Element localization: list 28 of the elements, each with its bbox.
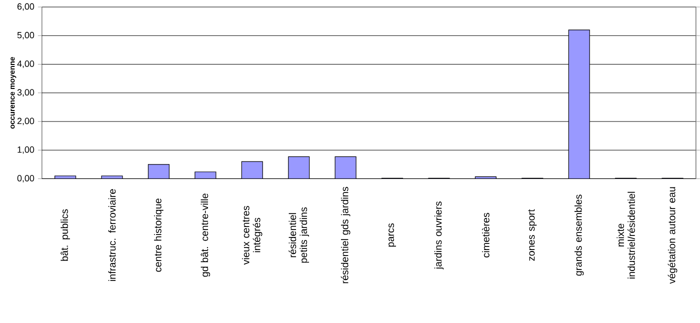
bar — [101, 176, 123, 179]
x-tick-label: vieux centres intégrés — [242, 206, 262, 265]
y-tick-label: 5,00 — [17, 32, 34, 40]
x-tick-label: parcs — [388, 224, 396, 247]
y-tick-label: 3,00 — [17, 89, 34, 97]
bar — [288, 156, 310, 179]
x-tick-label: mixte industriel/résidentiel — [616, 192, 635, 279]
x-tick-label: résidentiel petits jardins — [288, 208, 310, 263]
x-tick-label: centre historique — [154, 198, 164, 272]
x-tick-label: végétation autour eau — [668, 187, 678, 284]
x-tick-label: zones sport — [528, 210, 537, 261]
x-tick-label: gd bât. centre-ville — [200, 194, 210, 278]
x-tick-label: résidentiel gds jardins — [340, 187, 350, 284]
bar — [194, 172, 216, 179]
x-tick-label: infrastruc. ferroviaire — [108, 189, 116, 282]
bar — [334, 156, 356, 179]
x-tick-label: bât. publics — [60, 210, 70, 262]
bar — [241, 162, 263, 179]
x-tick-label: cimetières — [482, 213, 490, 258]
y-tick-label: 6,00 — [17, 4, 34, 11]
y-tick-label: 1,00 — [18, 146, 34, 154]
y-tick-label: 2,00 — [17, 118, 34, 126]
x-tick-label: grands ensembles — [574, 194, 584, 276]
x-tick-label: jardins ouvriers — [434, 202, 444, 270]
y-tick-label: 0,00 — [17, 175, 34, 183]
y-tick-label: 4,00 — [17, 60, 34, 68]
bar — [54, 176, 76, 179]
bar — [148, 164, 170, 179]
